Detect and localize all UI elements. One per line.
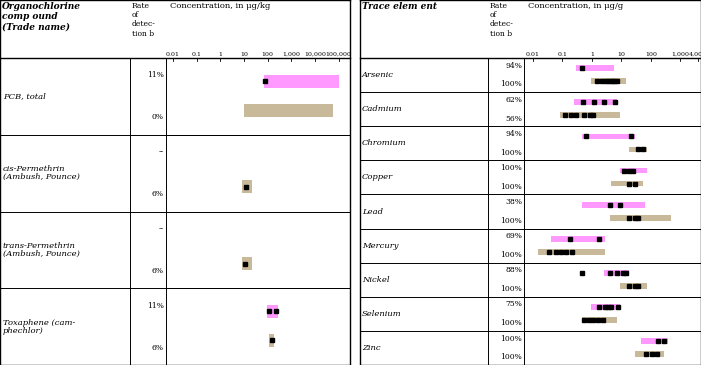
Text: Copper: Copper: [362, 173, 393, 181]
Text: Nickel: Nickel: [362, 276, 390, 284]
Text: 0.1: 0.1: [557, 52, 567, 57]
Text: 100%: 100%: [501, 149, 522, 157]
Text: 100%: 100%: [501, 251, 522, 259]
Text: 1: 1: [590, 52, 594, 57]
Text: (Ambush, Pounce): (Ambush, Pounce): [3, 173, 80, 181]
Text: trans-Permethrin: trans-Permethrin: [3, 242, 76, 250]
Text: Concentration, in μg/g: Concentration, in μg/g: [528, 2, 623, 10]
Text: 56%: 56%: [505, 115, 522, 123]
Text: Chromium: Chromium: [362, 139, 407, 147]
Text: 0%: 0%: [152, 114, 164, 122]
Text: 4,000: 4,000: [689, 52, 701, 57]
Bar: [634, 351, 664, 357]
Text: Lead: Lead: [362, 207, 383, 215]
Text: (Ambush, Pounce): (Ambush, Pounce): [3, 250, 80, 258]
Text: 10: 10: [240, 52, 248, 57]
Text: 100: 100: [645, 52, 657, 57]
Text: 100%: 100%: [501, 164, 522, 172]
Text: Toxaphene (cam-: Toxaphene (cam-: [3, 319, 76, 327]
Bar: [582, 134, 634, 139]
Text: Zinc: Zinc: [362, 344, 381, 352]
Bar: [574, 99, 617, 105]
Text: phechlor): phechlor): [3, 327, 43, 335]
Text: 38%: 38%: [505, 198, 522, 206]
Bar: [604, 270, 629, 276]
Text: 1: 1: [219, 52, 222, 57]
Text: 1,000: 1,000: [672, 52, 689, 57]
Text: 10,000: 10,000: [304, 52, 326, 57]
Text: 11%: 11%: [147, 71, 164, 79]
Text: Rate
of
detec-
tion b: Rate of detec- tion b: [490, 2, 514, 38]
Text: cis-Permethrin: cis-Permethrin: [3, 165, 65, 173]
Text: --: --: [158, 225, 164, 233]
Text: 10: 10: [618, 52, 625, 57]
Text: 6%: 6%: [152, 344, 164, 352]
Text: 1,000: 1,000: [283, 52, 301, 57]
Bar: [620, 283, 647, 289]
Text: 100%: 100%: [501, 353, 522, 361]
Text: 100%: 100%: [501, 80, 522, 88]
Text: 100%: 100%: [501, 183, 522, 191]
Text: 100%: 100%: [501, 335, 522, 343]
Text: PCB, total: PCB, total: [3, 92, 46, 100]
Bar: [244, 104, 332, 117]
Bar: [266, 305, 278, 318]
Text: 75%: 75%: [505, 300, 522, 308]
Text: Trace elem ent: Trace elem ent: [362, 2, 437, 11]
Text: 62%: 62%: [505, 96, 522, 104]
Text: Selenium: Selenium: [362, 310, 402, 318]
Text: 94%: 94%: [505, 62, 522, 70]
Text: Cadmium: Cadmium: [362, 105, 403, 113]
Bar: [629, 146, 647, 152]
Bar: [268, 334, 274, 347]
Bar: [576, 65, 613, 71]
Bar: [242, 257, 252, 270]
Bar: [242, 180, 252, 193]
Bar: [610, 215, 671, 220]
Text: 100%: 100%: [501, 319, 522, 327]
Text: Rate
of
detec-
tion b: Rate of detec- tion b: [132, 2, 156, 38]
Bar: [559, 112, 620, 118]
Bar: [582, 317, 617, 323]
Text: 69%: 69%: [505, 232, 522, 240]
Text: 88%: 88%: [505, 266, 522, 274]
Text: 100: 100: [261, 52, 274, 57]
Bar: [611, 181, 644, 187]
Text: --: --: [158, 148, 164, 156]
Text: 6%: 6%: [152, 267, 164, 275]
Bar: [590, 304, 620, 310]
Text: 0.1: 0.1: [192, 52, 202, 57]
Text: 0.01: 0.01: [166, 52, 180, 57]
Bar: [538, 249, 605, 255]
Text: 100,000: 100,000: [326, 52, 352, 57]
Bar: [264, 74, 339, 88]
Text: Concentration, in μg/kg: Concentration, in μg/kg: [170, 2, 271, 10]
Text: 100%: 100%: [501, 217, 522, 225]
Text: 94%: 94%: [505, 130, 522, 138]
Bar: [582, 202, 646, 208]
Text: 100%: 100%: [501, 285, 522, 293]
Text: 11%: 11%: [147, 301, 164, 310]
Bar: [590, 78, 626, 84]
Text: 0.01: 0.01: [526, 52, 540, 57]
Text: Organochlorine
comp ound
(Trade name): Organochlorine comp ound (Trade name): [2, 2, 81, 32]
Bar: [551, 236, 605, 242]
Text: Mercury: Mercury: [362, 242, 398, 250]
Bar: [641, 338, 668, 344]
Bar: [620, 168, 647, 173]
Text: Arsenic: Arsenic: [362, 71, 394, 79]
Text: 6%: 6%: [152, 190, 164, 198]
